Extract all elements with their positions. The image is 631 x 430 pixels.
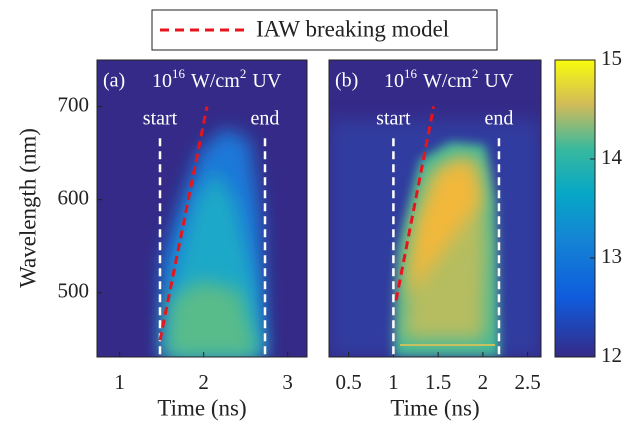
- x-tick-label: 2: [198, 370, 209, 394]
- x-tick-label: 3: [282, 370, 293, 394]
- model-line: [158, 106, 209, 341]
- colorbar-tick-label: 14: [601, 145, 623, 169]
- y-tick-label: 700: [58, 92, 90, 116]
- model-line: [394, 106, 436, 301]
- annotation-part: UV: [484, 70, 513, 92]
- x-tick-label: 2: [478, 370, 489, 394]
- colorbar-tick-label: 15: [601, 46, 622, 70]
- x-axis-label: Time (ns): [157, 395, 246, 420]
- y-axis-label: Wavelength (nm): [15, 128, 40, 288]
- colorbar: [554, 59, 596, 358]
- annotation-part: 2: [472, 66, 479, 81]
- annotation-part: 10: [152, 70, 172, 92]
- colorbar-tick-label: 12: [601, 343, 622, 367]
- legend-label: IAW breaking model: [256, 16, 449, 41]
- annotation-part: 16: [172, 66, 186, 81]
- x-tick-label: 1: [388, 370, 399, 394]
- x-axis-label: Time (ns): [390, 395, 479, 420]
- annotation-part: 10: [384, 70, 404, 92]
- annotation-part: W/cm: [191, 70, 240, 92]
- annotation-part: UV: [252, 70, 281, 92]
- panel-b-frame: [328, 59, 542, 358]
- annotation: 1016 W/cm2 UV: [152, 66, 282, 92]
- x-tick-label: 1: [114, 370, 125, 394]
- x-tick-label: 2.5: [514, 370, 540, 394]
- annotation-part: W/cm: [423, 70, 472, 92]
- marker-label: start: [376, 108, 411, 130]
- marker-label: end: [485, 108, 514, 130]
- x-tick-label: 1.5: [425, 370, 451, 394]
- annotation-part: 2: [240, 66, 247, 81]
- y-tick-label: 600: [58, 185, 90, 209]
- panel-a-frame: [96, 59, 308, 358]
- panel-label: (b): [335, 70, 358, 92]
- x-tick-label: 0.5: [336, 370, 362, 394]
- panel-label: (a): [103, 70, 125, 92]
- annotation-part: 16: [404, 66, 418, 81]
- colorbar-tick-label: 13: [601, 244, 622, 268]
- annotation: 1016 W/cm2 UV: [384, 66, 514, 92]
- heat-b: [329, 120, 541, 357]
- heat-a: [160, 128, 266, 357]
- marker-label: end: [251, 108, 280, 130]
- marker-label: start: [143, 108, 178, 130]
- y-tick-label: 500: [58, 279, 90, 303]
